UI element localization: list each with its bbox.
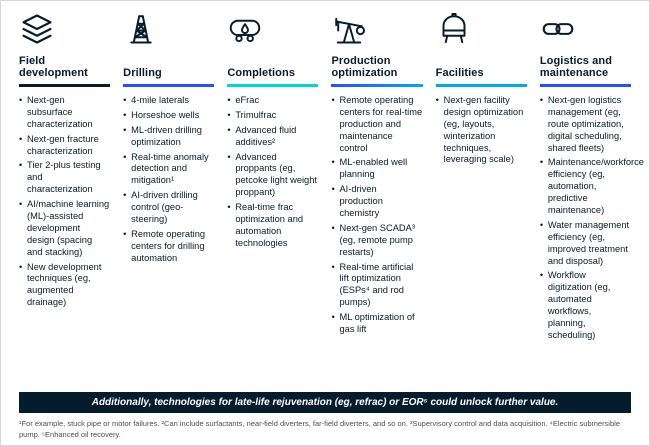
list-item: Advanced proppants (eg, petcoke light we… (227, 152, 318, 200)
column-item-list: 4-mile laterals Horseshoe wells ML-drive… (123, 95, 214, 268)
list-item: ML optimization of gas lift (331, 312, 422, 336)
list-item: Real-time artificial lift optimization (… (331, 262, 422, 310)
list-item: Horseshoe wells (123, 110, 214, 122)
list-item: Advanced fluid additives² (227, 125, 318, 149)
list-item: Remote operating centers for drilling au… (123, 229, 214, 265)
column-title: Field development (19, 54, 88, 80)
column-title: Facilities (435, 67, 484, 80)
column-completions: Completions eFrac Trimulfrac Advanced fl… (227, 11, 319, 386)
additional-note-banner: Additionally, technologies for late-life… (19, 392, 631, 413)
category-columns: Field development Next-gen subsurface ch… (19, 11, 644, 386)
column-accent-bar (539, 84, 631, 87)
column-accent-bar (123, 84, 215, 87)
column-logistics-maintenance: Logistics and maintenance Next-gen logis… (539, 11, 644, 386)
list-item: Trimulfrac (227, 110, 318, 122)
list-item: Maintenance/workforce efficiency (eg, au… (540, 157, 644, 216)
column-item-list: Next-gen subsurface characterization Nex… (19, 95, 110, 312)
list-item: AI/machine learning (ML)-assisted develo… (19, 199, 110, 258)
list-item: Tier 2-plus testing and characterization (19, 160, 110, 196)
list-item: 4-mile laterals (123, 95, 214, 107)
list-item: ML-driven drilling optimization (123, 125, 214, 149)
list-item: Next-gen SCADA³ (eg, remote pump restart… (331, 223, 422, 259)
list-item: Next-gen fracture characterization (19, 134, 110, 158)
list-item: ML-enabled well planning (331, 157, 422, 181)
list-item: Next-gen subsurface characterization (19, 95, 110, 131)
column-title: Logistics and maintenance (539, 54, 613, 80)
layers-icon (19, 11, 110, 53)
tanker-truck-icon (227, 11, 318, 53)
column-field-development: Field development Next-gen subsurface ch… (19, 11, 111, 386)
column-item-list: Next-gen facility design optimization (e… (436, 95, 527, 169)
list-item: New development techniques (eg, augmente… (19, 262, 110, 310)
pumpjack-icon (331, 11, 422, 53)
derrick-icon (123, 11, 214, 53)
column-accent-bar (227, 84, 319, 87)
column-accent-bar (435, 84, 527, 87)
list-item: Next-gen logistics management (eg, route… (540, 95, 631, 154)
column-title: Production optimization (331, 54, 398, 80)
list-item: Water management efficiency (eg, improve… (540, 220, 631, 268)
chain-icon (540, 11, 631, 53)
list-item: Workflow digitization (eg, automated wor… (540, 270, 631, 341)
column-item-list: Next-gen logistics management (eg, route… (540, 95, 644, 345)
list-item: AI-driven drilling control (geo-steering… (123, 190, 214, 226)
list-item: eFrac (227, 95, 318, 107)
column-item-list: Remote operating centers for real-time p… (331, 95, 422, 339)
column-drilling: Drilling 4-mile laterals Horseshoe wells… (123, 11, 215, 386)
column-accent-bar (19, 84, 111, 87)
column-production-optimization: Production optimization Remote operating… (331, 11, 423, 386)
storage-tank-icon (436, 11, 527, 53)
list-item: Next-gen facility design optimization (e… (436, 95, 527, 166)
column-item-list: eFrac Trimulfrac Advanced fluid additive… (227, 95, 318, 253)
footnotes: ¹For example, stuck pipe or motor failur… (19, 419, 620, 439)
list-item: AI-driven production chemistry (331, 184, 422, 220)
column-accent-bar (331, 84, 423, 87)
list-item: Real-time anomaly detection and mitigati… (123, 152, 214, 188)
list-item: Real-time frac optimization and automati… (227, 202, 318, 250)
column-title: Drilling (123, 67, 162, 80)
column-title: Completions (227, 67, 296, 80)
list-item: Remote operating centers for real-time p… (331, 95, 422, 154)
column-facilities: Facilities Next-gen facility design opti… (435, 11, 527, 386)
